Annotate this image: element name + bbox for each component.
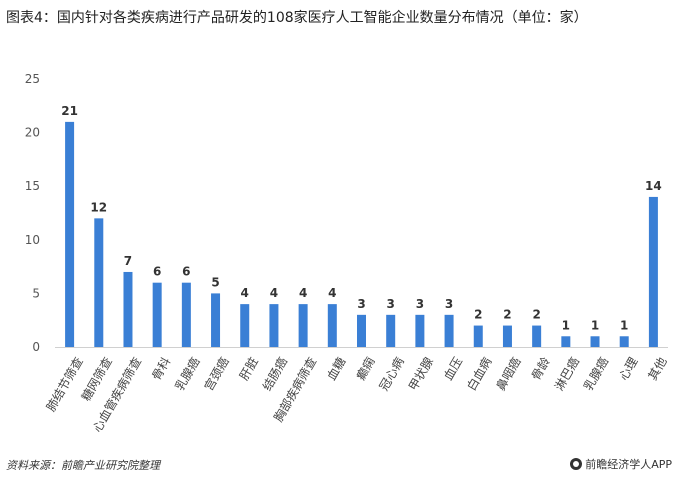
data-label: 5 [211, 275, 219, 289]
y-tick-label: 5 [32, 286, 40, 300]
bar [619, 336, 629, 347]
data-label: 1 [620, 318, 628, 332]
y-tick-label: 10 [25, 233, 40, 247]
x-tick-label: 血糖 [324, 354, 349, 382]
bar [590, 336, 600, 347]
brand-logo-icon [570, 458, 583, 470]
x-tick-label: 血压 [441, 355, 465, 383]
data-label: 1 [591, 318, 599, 332]
bar [123, 271, 133, 347]
x-tick-label: 骨龄 [529, 355, 553, 383]
data-label: 3 [416, 297, 424, 311]
x-tick-label: 肝脏 [236, 354, 261, 382]
bar [327, 304, 337, 347]
bar [181, 282, 191, 347]
bar [240, 304, 250, 347]
x-tick-label: 乳腺癌 [580, 354, 611, 393]
bar [211, 293, 221, 347]
x-tick-label: 鼻咽癌 [493, 354, 524, 393]
x-tick-label: 白血病 [463, 354, 494, 393]
x-tick-label: 乳腺癌 [172, 354, 203, 393]
bar [648, 196, 658, 347]
data-label: 2 [503, 308, 511, 322]
y-tick-label: 15 [25, 179, 40, 193]
bar [532, 325, 542, 347]
bars [65, 121, 658, 347]
x-tick-label: 淋巴癌 [551, 354, 582, 393]
x-tick-label: 冠心病 [376, 354, 407, 393]
x-tick-label: 癫痫 [353, 354, 378, 382]
data-label: 2 [532, 308, 540, 322]
bar [561, 336, 571, 347]
data-label: 4 [270, 286, 278, 300]
x-tick-label: 结肠癌 [259, 354, 290, 393]
data-label: 4 [241, 286, 249, 300]
bar [357, 314, 366, 347]
bar [269, 304, 279, 347]
brand: 前瞻经济学人APP [570, 456, 672, 472]
data-label: 3 [445, 297, 453, 311]
data-label: 21 [61, 104, 78, 118]
data-label: 4 [299, 286, 307, 300]
bar [65, 121, 75, 347]
data-label: 6 [182, 265, 190, 279]
bar [415, 314, 425, 347]
data-label: 6 [153, 265, 161, 279]
data-label: 4 [328, 286, 336, 300]
x-tick-label: 肺结节筛查 [43, 354, 86, 413]
x-tick-label: 骨科 [149, 355, 173, 383]
bar [94, 218, 104, 347]
y-tick-label: 25 [25, 72, 40, 86]
bar [473, 325, 483, 347]
bar [298, 304, 308, 347]
data-label: 3 [387, 297, 395, 311]
bar [386, 314, 396, 347]
chart-title: 图表4：国内针对各类疾病进行产品研发的108家医疗人工智能企业数量分布情况（单位… [6, 10, 588, 26]
data-label: 14 [645, 179, 662, 193]
y-axis: 0 5 10 15 20 25 [25, 72, 40, 354]
y-tick-label: 20 [25, 126, 40, 140]
brand-label: 前瞻经济学人APP [585, 458, 672, 471]
x-tick-label: 甲状腺 [406, 355, 436, 393]
bar [502, 325, 512, 347]
x-tick-label: 其他 [645, 355, 669, 383]
x-tick-label: 心理 [616, 355, 640, 383]
y-tick-label: 0 [32, 340, 40, 354]
bar [444, 314, 454, 347]
category-labels: 肺结节筛查糖网筛查心血管疾病筛查 骨科 乳腺癌 宫颈癌 肝脏 结肠癌胸部疾病筛查 血糖 癫痫冠… [43, 354, 670, 434]
data-label: 3 [357, 297, 365, 311]
source-note: 资料来源：前瞻产业研究院整理 [6, 459, 160, 472]
data-label: 2 [474, 308, 482, 322]
bar [152, 282, 162, 347]
data-label: 12 [90, 200, 107, 214]
x-tick-label: 宫颈癌 [201, 354, 232, 393]
data-label: 7 [124, 254, 132, 268]
data-label: 1 [562, 318, 570, 332]
